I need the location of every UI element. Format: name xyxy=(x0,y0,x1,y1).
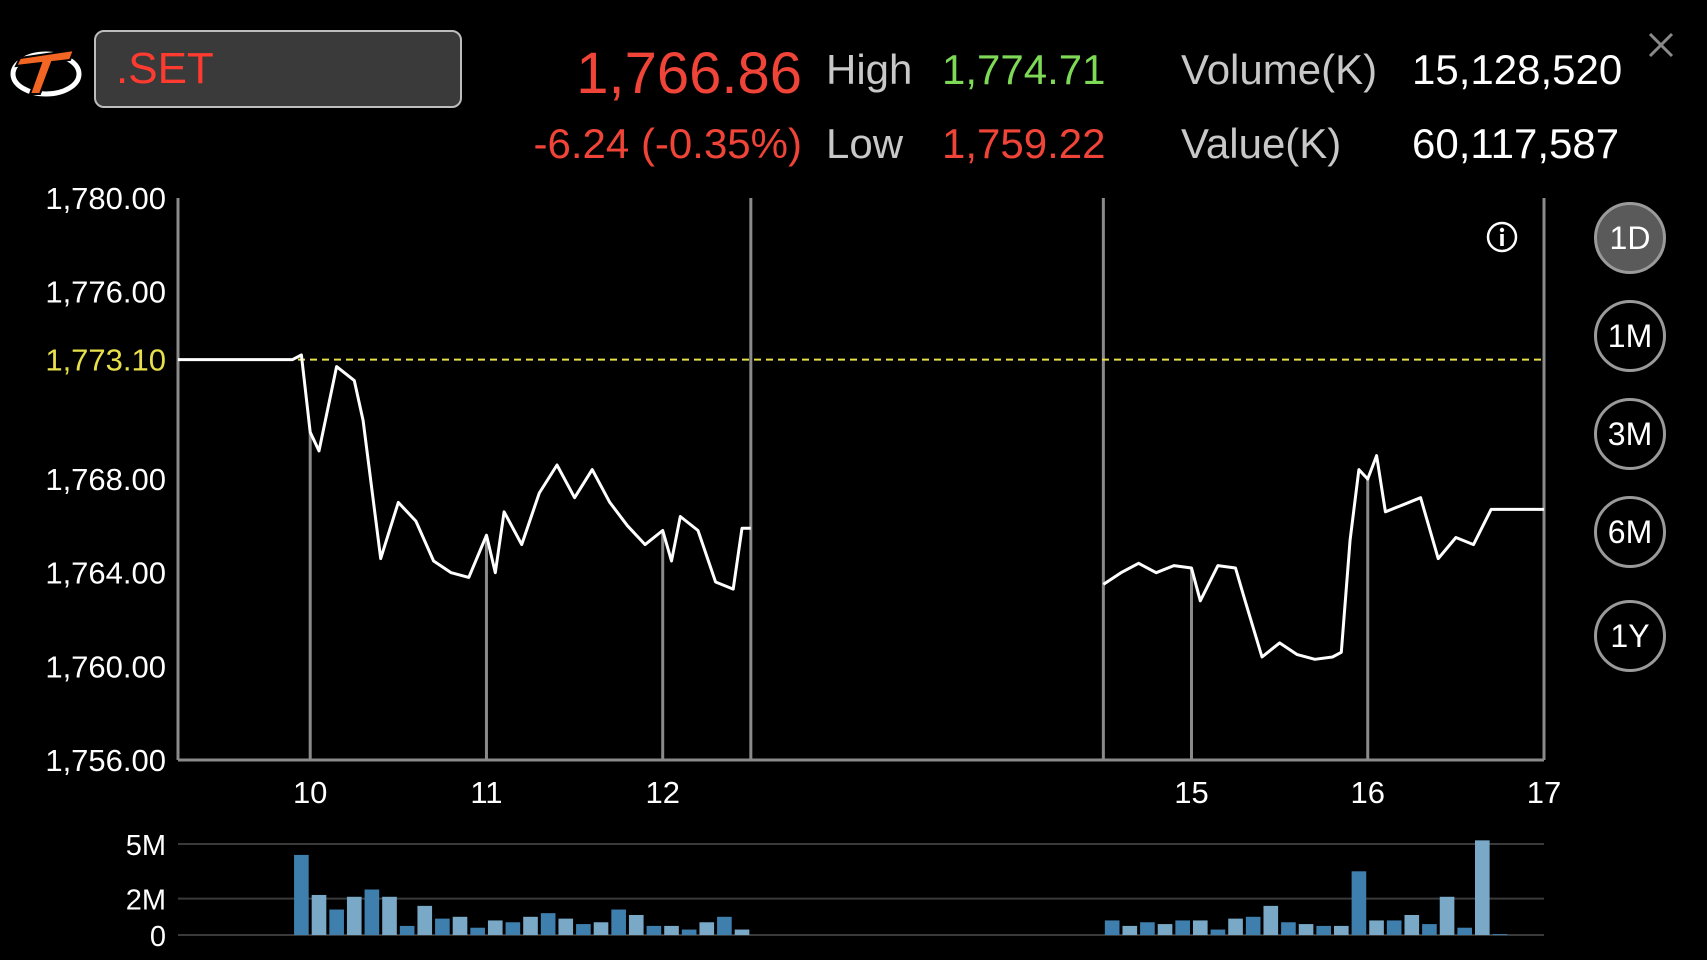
volume-label: Volume(K) xyxy=(1181,46,1378,93)
y-tick-label: 1,756.00 xyxy=(45,743,166,778)
x-tick-label: 12 xyxy=(645,775,679,810)
volume-bar xyxy=(1422,924,1437,935)
volume-bar xyxy=(523,916,538,935)
volume-bar xyxy=(1104,920,1120,935)
volume-bar xyxy=(734,929,750,935)
volume-bar xyxy=(417,905,433,935)
volume-bar xyxy=(452,916,468,935)
volume-bar xyxy=(558,918,574,935)
volume-bar xyxy=(540,913,556,935)
volume-bar xyxy=(699,922,715,935)
volume-bar xyxy=(1333,925,1349,935)
volume-bar xyxy=(576,924,591,935)
x-tick-label: 16 xyxy=(1350,775,1384,810)
period-button-3m[interactable]: 3M xyxy=(1594,398,1666,470)
volume-bar xyxy=(346,896,362,935)
symbol-input[interactable]: .SET xyxy=(94,30,462,108)
value-label: Value(K) xyxy=(1181,120,1342,167)
low-value: 1,759.22 xyxy=(942,120,1106,167)
volume-bar xyxy=(382,896,397,935)
x-tick-label: 11 xyxy=(470,775,502,810)
period-button-1d[interactable]: 1D xyxy=(1594,202,1666,274)
volume-bar xyxy=(399,925,415,935)
volume-bar xyxy=(1228,918,1243,935)
volume-bar xyxy=(628,914,644,935)
value-value: 60,117,587 xyxy=(1412,120,1620,167)
volume-bar xyxy=(681,929,697,935)
volume-bar xyxy=(505,922,521,935)
y-tick-label: 1,760.00 xyxy=(45,649,166,684)
volume-bar xyxy=(1122,925,1138,935)
y-tick-label: 1,764.00 xyxy=(45,556,166,591)
volume-bar xyxy=(1175,920,1190,935)
volume-bar xyxy=(646,925,662,935)
brand-logo-icon xyxy=(10,48,82,97)
volume-bar xyxy=(1192,920,1208,935)
period-button-1m[interactable]: 1M xyxy=(1594,300,1666,372)
period-button-6m[interactable]: 6M xyxy=(1594,496,1666,568)
volume-bar xyxy=(1298,924,1314,935)
volume-bar xyxy=(1245,916,1261,935)
volume-bar xyxy=(1439,896,1455,935)
volume-bar xyxy=(487,920,503,935)
reference-label: 1,773.10 xyxy=(45,343,166,378)
volume-bar xyxy=(717,916,732,935)
volume-bar xyxy=(1140,922,1155,935)
volume-bar xyxy=(1404,914,1420,935)
volume-bar xyxy=(664,925,679,935)
price-series-line xyxy=(178,353,751,591)
high-label: High xyxy=(826,46,913,93)
volume-bar xyxy=(593,922,609,935)
volume-bar xyxy=(1369,920,1384,935)
volume-bar xyxy=(1210,929,1226,935)
x-tick-label: 15 xyxy=(1174,775,1208,810)
volume-tick-label: 2M xyxy=(126,885,166,917)
volume-bar xyxy=(1316,925,1331,935)
volume-bar xyxy=(611,909,626,935)
volume-bar xyxy=(1263,905,1279,935)
volume-bar xyxy=(311,894,327,935)
volume-bar xyxy=(435,918,450,935)
volume-bar xyxy=(1386,920,1402,935)
y-tick-label: 1,776.00 xyxy=(45,275,166,310)
price-series-line xyxy=(1102,454,1544,661)
close-icon[interactable] xyxy=(1644,28,1678,62)
volume-tick-label: 5M xyxy=(126,830,166,862)
y-tick-label: 1,780.00 xyxy=(45,181,166,216)
volume-bar xyxy=(1492,934,1508,935)
x-tick-label: 17 xyxy=(1527,775,1561,810)
x-tick-label: 10 xyxy=(293,775,327,810)
volume-bar xyxy=(1351,871,1367,935)
volume-bar xyxy=(1474,840,1490,935)
volume-bar xyxy=(294,854,309,935)
volume-tick-label: 0 xyxy=(150,921,166,953)
low-label: Low xyxy=(826,120,904,167)
high-value: 1,774.71 xyxy=(942,46,1106,93)
last-price: 1,766.86 xyxy=(576,41,802,106)
info-icon[interactable] xyxy=(1486,221,1518,253)
y-tick-label: 1,768.00 xyxy=(45,462,166,497)
volume-bar xyxy=(1457,927,1472,935)
period-button-1y[interactable]: 1Y xyxy=(1594,600,1666,672)
volume-bar xyxy=(470,927,485,935)
volume-bar xyxy=(329,909,344,935)
volume-bar xyxy=(1281,922,1296,935)
price-change: -6.24 (-0.35%) xyxy=(533,120,802,167)
volume-value: 15,128,520 xyxy=(1412,46,1623,93)
volume-bar xyxy=(364,889,380,935)
volume-bar xyxy=(1157,924,1173,935)
